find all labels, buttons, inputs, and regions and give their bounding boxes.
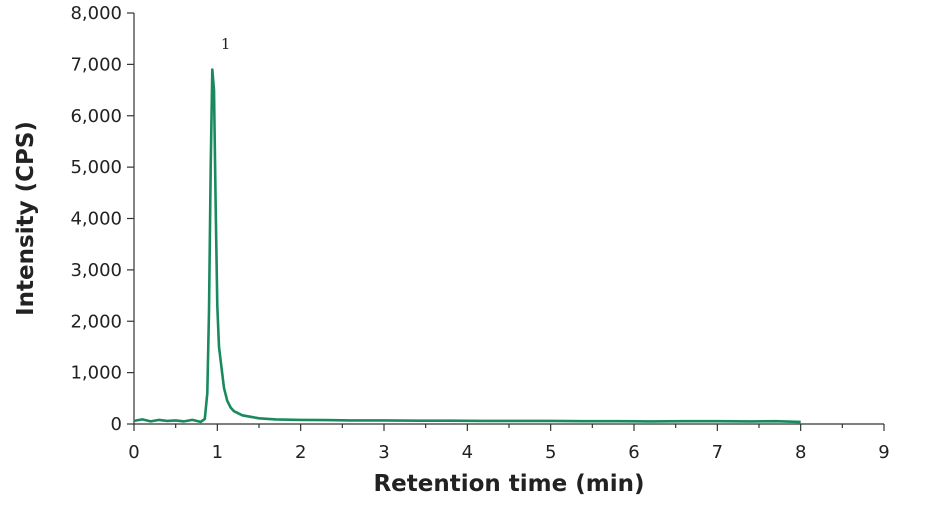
y-axis-title: Intensity (CPS) xyxy=(13,121,39,316)
x-tick-label: 4 xyxy=(462,442,473,463)
x-axis-title: Retention time (min) xyxy=(373,471,644,497)
y-tick-label: 3,000 xyxy=(70,260,122,281)
peak-label: 1 xyxy=(221,35,231,53)
x-tick-label: 9 xyxy=(878,442,889,463)
y-tick-label: 1,000 xyxy=(70,363,122,384)
y-tick-label: 0 xyxy=(111,414,122,435)
x-tick-label: 2 xyxy=(295,442,306,463)
y-tick-label: 2,000 xyxy=(70,311,122,332)
series-group xyxy=(133,68,801,424)
x-tick-label: 3 xyxy=(378,442,389,463)
x-tick-label: 6 xyxy=(628,442,639,463)
y-tick-label: 4,000 xyxy=(70,209,122,230)
x-tick-label: 0 xyxy=(128,442,139,463)
x-tick-label: 5 xyxy=(545,442,556,463)
y-axis-ticks: 0 1,000 2,000 3,000 4,000 5,000 6,000 7,000 8,00… xyxy=(70,3,134,435)
x-tick-label: 7 xyxy=(712,442,723,463)
x-tick-label: 1 xyxy=(212,442,223,463)
y-tick-label: 7,000 xyxy=(70,54,122,75)
y-tick-label: 8,000 xyxy=(70,3,122,24)
x-tick-label: 8 xyxy=(795,442,806,463)
y-tick-label: 5,000 xyxy=(70,157,122,178)
x-axis-ticks: 0 1 2 3 4 5 6 7 8 9 xyxy=(128,424,890,463)
series-line xyxy=(133,68,801,424)
y-tick-label: 6,000 xyxy=(70,106,122,127)
annotation-group: 1 xyxy=(221,35,231,53)
